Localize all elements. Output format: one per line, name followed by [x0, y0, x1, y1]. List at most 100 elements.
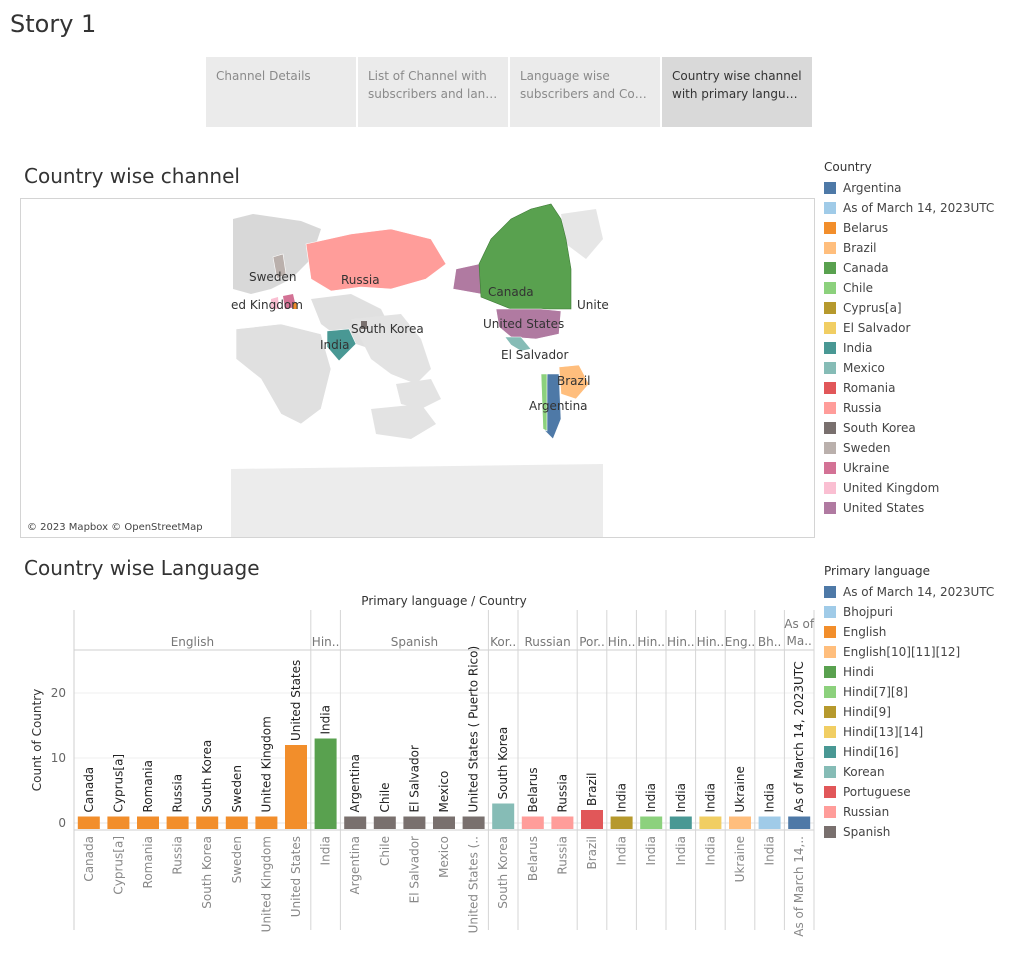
legend-item[interactable]: English[10][11][12]: [824, 642, 994, 662]
country-united-states[interactable]: [495, 308, 562, 340]
story-title: Story 1: [10, 10, 97, 38]
bar-label: Russia: [555, 774, 569, 813]
legend-item[interactable]: Romania: [824, 378, 994, 398]
legend-item[interactable]: Hindi[13][14]: [824, 722, 994, 742]
legend-label: South Korea: [843, 421, 916, 435]
legend-item[interactable]: Korean: [824, 762, 994, 782]
legend-label: As of March 14, 2023UTC: [843, 585, 995, 599]
country-ukraine[interactable]: [283, 294, 296, 309]
country-united-kingdom[interactable]: [271, 297, 279, 309]
country-map[interactable]: Sweden Russia ed Kingdom Canada Unite So…: [20, 198, 815, 538]
legend-swatch: [824, 646, 836, 658]
legend-item[interactable]: Bhojpuri: [824, 602, 994, 622]
bar: [166, 816, 189, 829]
group-header-label: Hin..: [697, 635, 725, 649]
legend-item[interactable]: Sweden: [824, 438, 994, 458]
legend-item[interactable]: Portuguese: [824, 782, 994, 802]
legend-label: Canada: [843, 261, 889, 275]
story-point-channel-details[interactable]: Channel Details: [206, 57, 356, 127]
map-label-sweden: Sweden: [249, 270, 296, 284]
legend-item[interactable]: Brazil: [824, 238, 994, 258]
map-label-brazil: Brazil: [557, 374, 591, 388]
legend-swatch: [824, 686, 836, 698]
africa-land: [235, 323, 332, 425]
legend-swatch: [824, 586, 836, 598]
y-axis-title: Count of Country: [30, 689, 44, 792]
group-header-label: Por..: [579, 635, 605, 649]
legend-item[interactable]: Chile: [824, 278, 994, 298]
x-tick-label: United States (..: [467, 836, 481, 933]
country-chile[interactable]: [540, 373, 548, 432]
legend-item[interactable]: Belarus: [824, 218, 994, 238]
legend-label: Chile: [843, 281, 874, 295]
legend-item[interactable]: Hindi[7][8]: [824, 682, 994, 702]
legend-swatch: [824, 402, 836, 414]
legend-item[interactable]: Argentina: [824, 178, 994, 198]
bar: [758, 816, 781, 829]
x-tick-label: India: [644, 836, 658, 865]
bar-label: As of March 14, 2023UTC: [792, 661, 806, 812]
country-sweden[interactable]: [272, 253, 287, 280]
story-point-label: Channel Details: [216, 69, 311, 83]
legend-item[interactable]: United Kingdom: [824, 478, 994, 498]
country-belarus[interactable]: [293, 303, 297, 309]
legend-label: Belarus: [843, 221, 889, 235]
x-tick-label: South Korea: [496, 836, 510, 909]
group-header-label: Ma..: [787, 634, 812, 648]
legend-item[interactable]: Canada: [824, 258, 994, 278]
legend-swatch: [824, 242, 836, 254]
bar-label: India: [703, 783, 717, 812]
story-point-language-subscribers[interactable]: Language wise subscribers and Coun..: [510, 57, 660, 127]
legend-item[interactable]: As of March 14, 2023UTC: [824, 582, 994, 602]
bar: [610, 816, 633, 829]
legend-item[interactable]: As of March 14, 2023UTC: [824, 198, 994, 218]
legend-item[interactable]: Cyprus[a]: [824, 298, 994, 318]
bar: [462, 816, 485, 829]
bar: [255, 816, 278, 829]
antarctica-land: [231, 464, 603, 537]
x-tick-label: Belarus: [526, 836, 540, 881]
legend-label: Romania: [843, 381, 896, 395]
legend-swatch: [824, 786, 836, 798]
legend-label: El Salvador: [843, 321, 911, 335]
legend-swatch: [824, 182, 836, 194]
map-label-india: India: [320, 338, 349, 352]
story-point-country-channel[interactable]: Country wise channel with primary langua…: [662, 57, 812, 127]
legend-swatch: [824, 806, 836, 818]
country-india[interactable]: [326, 328, 357, 362]
legend-item[interactable]: El Salvador: [824, 318, 994, 338]
legend-item[interactable]: Russian: [824, 802, 994, 822]
bar-label: United Kingdom: [259, 716, 273, 812]
legend-item[interactable]: India: [824, 338, 994, 358]
legend-label: Mexico: [843, 361, 885, 375]
bar-label: India: [674, 783, 688, 812]
group-header-label: Russian: [524, 635, 570, 649]
bar: [107, 816, 130, 829]
bar: [196, 816, 219, 829]
group-header-label: Kor..: [490, 635, 516, 649]
country-mexico[interactable]: [504, 336, 532, 352]
legend-item[interactable]: South Korea: [824, 418, 994, 438]
legend-item[interactable]: Ukraine: [824, 458, 994, 478]
country-russia[interactable]: [305, 228, 447, 292]
x-tick-label: Russia: [555, 836, 569, 875]
country-south-korea[interactable]: [361, 321, 367, 329]
map-credit: © 2023 Mapbox © OpenStreetMap: [27, 522, 203, 533]
legend-item[interactable]: United States: [824, 498, 994, 518]
legend-item[interactable]: Hindi[16]: [824, 742, 994, 762]
story-point-channel-list[interactable]: List of Channel with subscribers and lan…: [358, 57, 508, 127]
bar: [669, 816, 692, 829]
legend-item[interactable]: English: [824, 622, 994, 642]
bar-label: El Salvador: [407, 745, 421, 812]
country-legend: Country Argentina As of March 14, 2023UTC…: [824, 160, 994, 520]
legend-item[interactable]: Spanish: [824, 822, 994, 842]
group-header-label: Bh..: [758, 635, 781, 649]
legend-item[interactable]: Hindi[9]: [824, 702, 994, 722]
bar-label: Brazil: [585, 773, 599, 807]
legend-item[interactable]: Russia: [824, 398, 994, 418]
group-header-label: As of: [784, 617, 815, 631]
country-brazil[interactable]: [558, 364, 590, 400]
legend-item[interactable]: Mexico: [824, 358, 994, 378]
bar: [551, 816, 574, 829]
legend-item[interactable]: Hindi: [824, 662, 994, 682]
